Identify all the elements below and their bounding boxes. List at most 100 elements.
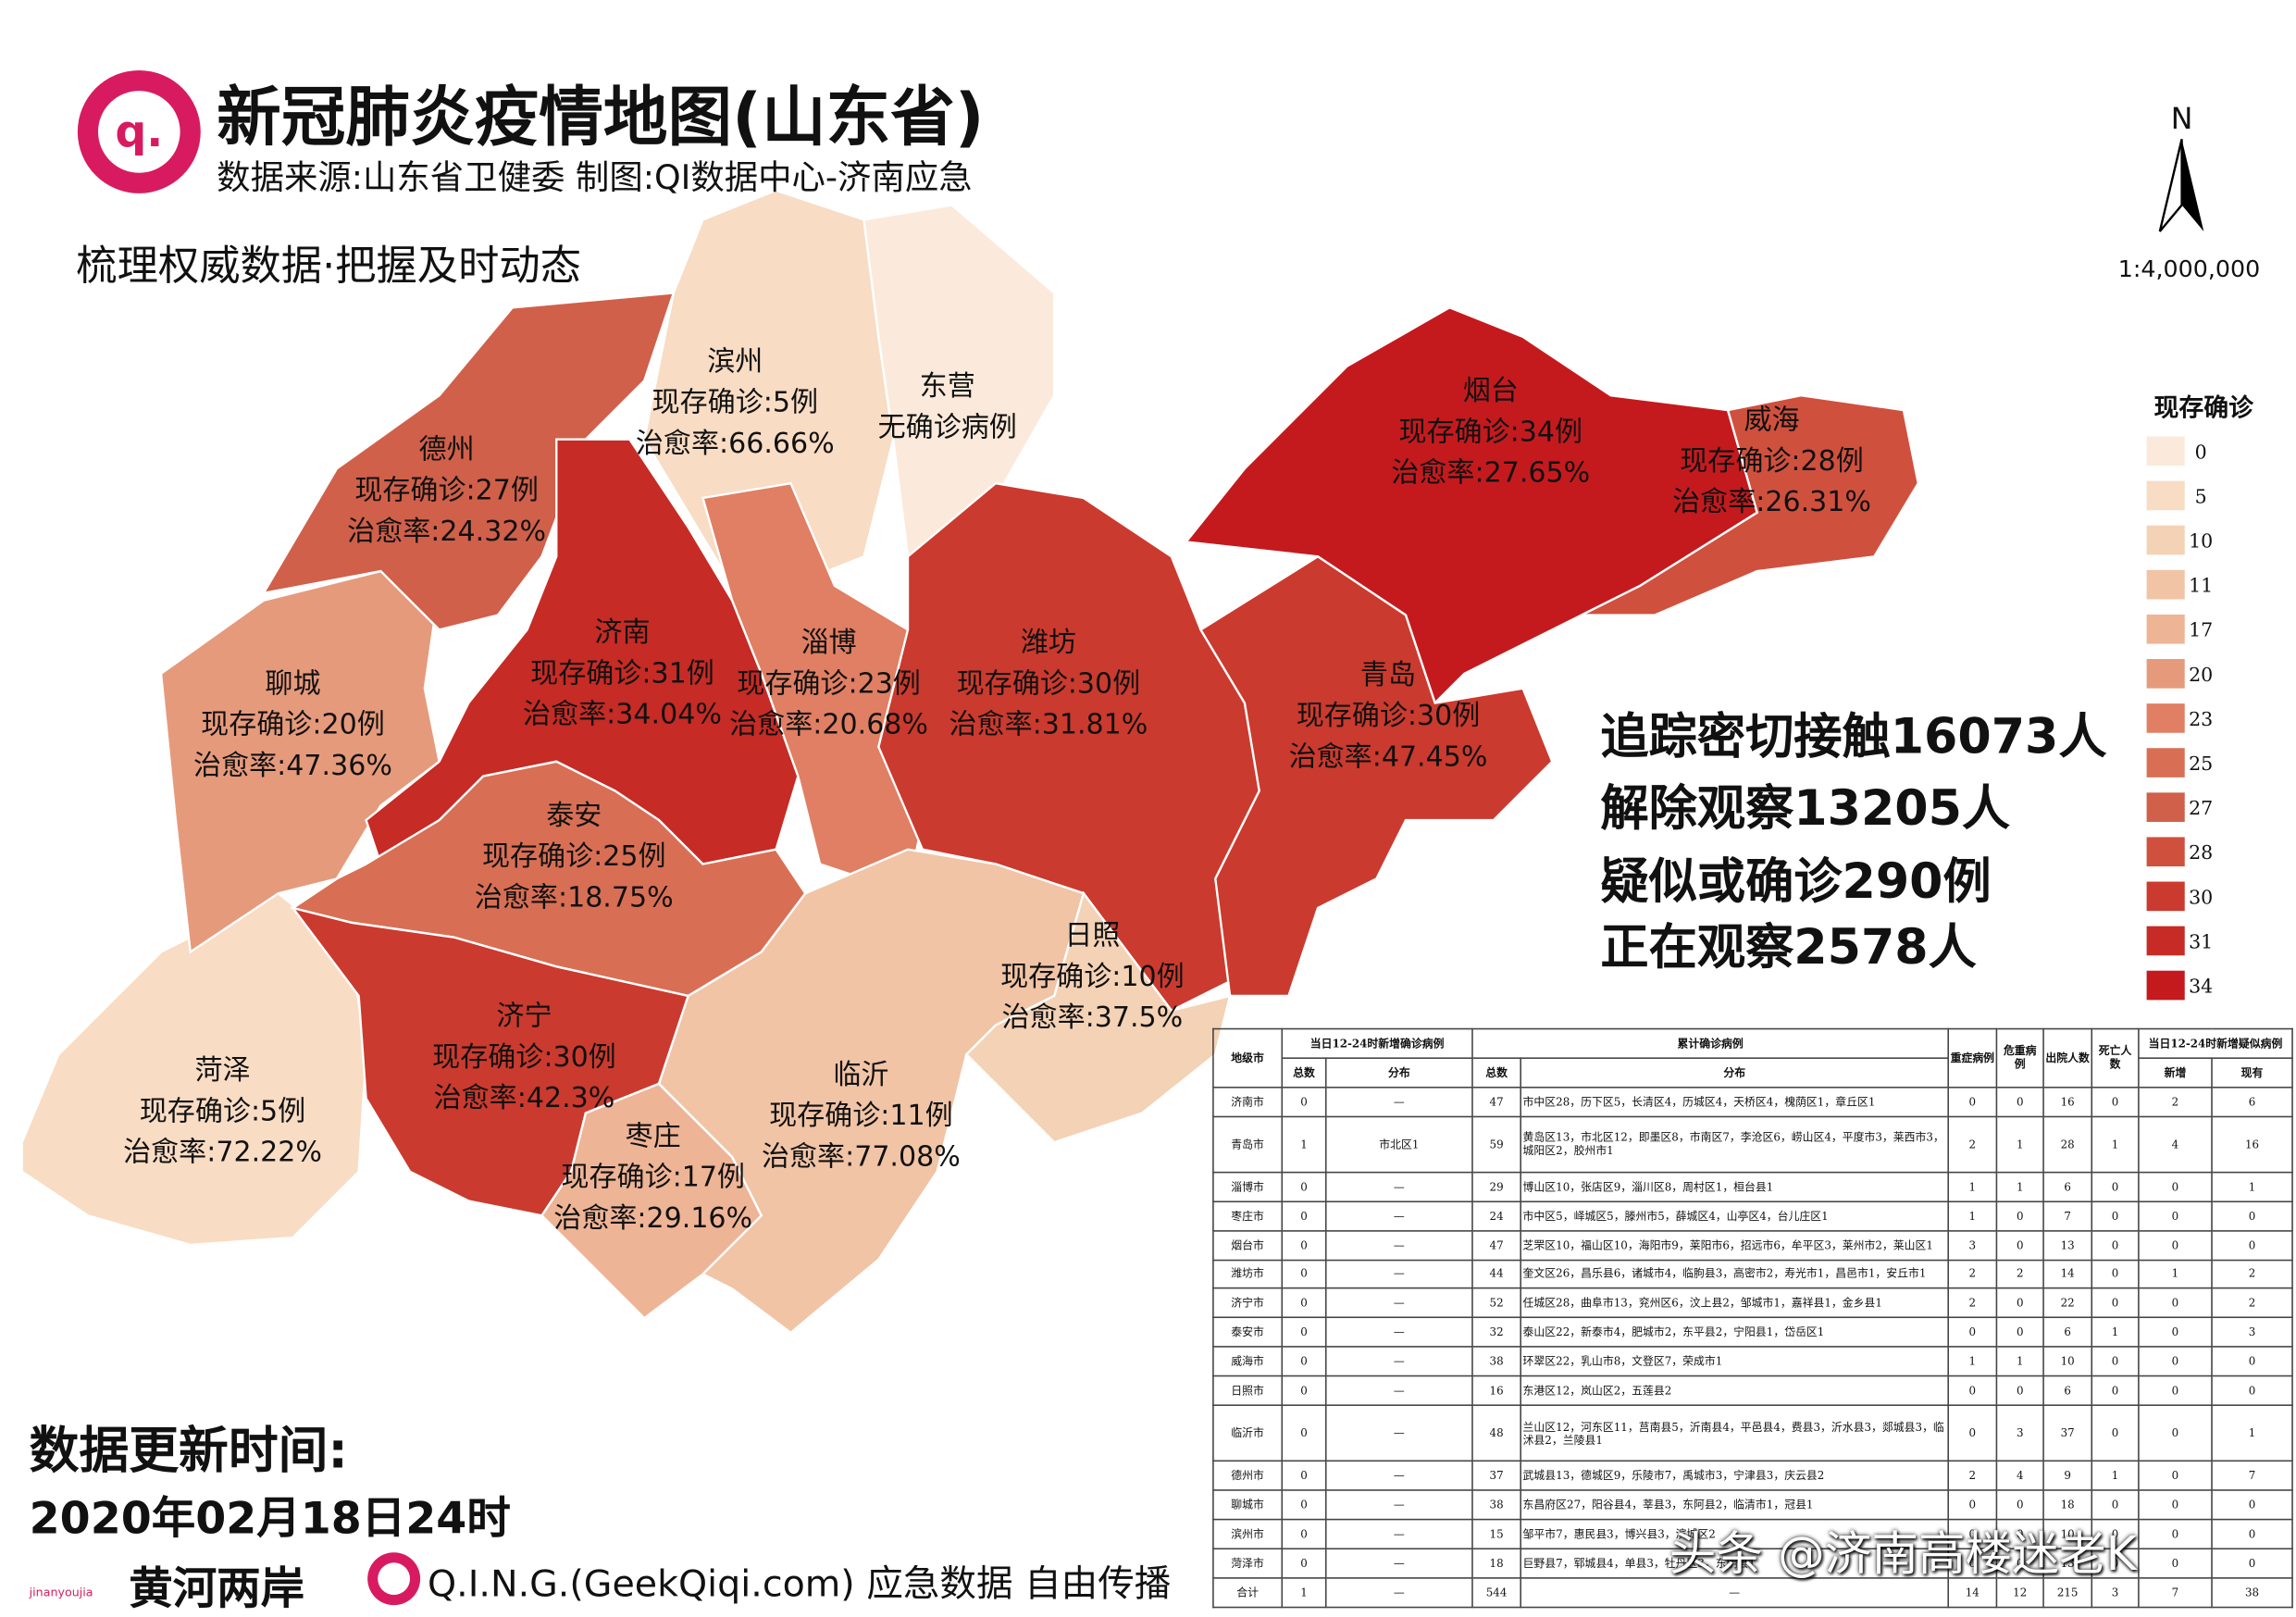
table-cell: 0	[2091, 1258, 2140, 1290]
table-cell: 2	[1947, 1287, 1998, 1319]
legend-swatch	[2146, 703, 2185, 733]
table-cell: 0	[1281, 1258, 1327, 1290]
table-cell: 37	[1471, 1460, 1521, 1491]
table-cell: 菏泽市	[1212, 1548, 1284, 1579]
region-cure-rate: 治愈率:47.36%	[193, 750, 392, 782]
table-cell: 59	[1471, 1115, 1521, 1173]
region-cure-rate: 治愈率:29.16%	[553, 1202, 752, 1235]
table-cell: 1	[1947, 1346, 1998, 1377]
region-name: 聊城	[265, 667, 320, 700]
table-cell: 0	[1281, 1548, 1327, 1579]
table-cell: 0	[2138, 1346, 2213, 1377]
table-cell: —	[1324, 1171, 1473, 1202]
table-cell: 2	[1947, 1460, 1998, 1491]
table-cell: 1	[1947, 1200, 1998, 1232]
table-cell: 0	[1995, 1287, 2044, 1319]
region-cure-rate: 治愈率:24.32%	[347, 516, 546, 548]
distribution-cell: 奎文区26，昌乐县6，诸城市4，临朐县3，高密市2，寿光市1，昌邑市1，安丘市1	[1520, 1258, 1950, 1290]
region-cure-rate: 治愈率:27.65%	[1391, 457, 1590, 490]
table-cell: 18	[2042, 1489, 2093, 1521]
table-cell: 0	[2091, 1086, 2140, 1117]
table-cell: —	[1324, 1229, 1473, 1261]
region-cases: 现存确诊:27例	[354, 475, 539, 507]
legend-swatch	[2146, 436, 2185, 466]
region-cases: 现存确诊:31例	[530, 657, 714, 690]
case-table: 地级市 当日12-24时新增确诊病例 累计确诊病例 重症病例 危重病例 出院人数 死亡人数当…	[1212, 1027, 2293, 1609]
region-name: 泰安	[546, 800, 602, 832]
table-cell: 0	[1281, 1375, 1327, 1407]
table-cell: 威海市	[1212, 1346, 1284, 1377]
source: 数据来源:山东省卫健委 制图:QI数据中心-济南应急	[217, 159, 973, 198]
regions	[20, 189, 1920, 1335]
table-cell: 2	[1995, 1258, 2044, 1290]
table-cell: 1	[1995, 1115, 2044, 1173]
table-cell: 0	[2138, 1200, 2213, 1232]
table-cell: 52	[1471, 1287, 1521, 1319]
table-cell: 9	[2042, 1460, 2093, 1491]
legend-label: 20	[2189, 664, 2213, 686]
region-cure-rate: 治愈率:18.75%	[475, 881, 674, 914]
region-name: 烟台	[1463, 375, 1519, 407]
table-cell: 0	[2091, 1171, 2140, 1202]
region-name: 潍坊	[1021, 627, 1076, 659]
table-cell: 29	[1471, 1171, 1521, 1202]
region-cure-rate: 治愈率:34.04%	[523, 699, 722, 731]
table-cell: 14	[2042, 1258, 2093, 1290]
table-row: 日照市 0—16 东港区12，岚山区2，五莲县2 0 0 6 0 0 0	[1212, 1375, 2293, 1407]
region-cases: 现存确诊:34例	[1398, 416, 1582, 448]
table-cell: 0	[1995, 1317, 2044, 1349]
table-cell: 10	[2042, 1346, 2093, 1377]
table-cell: —	[1520, 1576, 1950, 1609]
table-row: 泰安市 0—32 泰山区22，新泰市4，肥城市2，东平县2，宁阳县1，岱岳区1 0 0 6…	[1212, 1317, 2293, 1349]
column-header: 地级市	[1212, 1027, 1284, 1088]
table-cell: 7	[2138, 1576, 2213, 1609]
table-cell: 0	[2138, 1287, 2213, 1319]
table-cell: —	[1324, 1200, 1473, 1232]
table-cell: 1	[1281, 1115, 1327, 1173]
table-cell: 3	[2211, 1317, 2293, 1349]
table-cell: 38	[1471, 1346, 1521, 1377]
legend-label: 23	[2189, 708, 2213, 730]
table-cell: 0	[2211, 1200, 2293, 1232]
legend-label: 17	[2189, 619, 2213, 641]
table-cell: 1	[2091, 1460, 2140, 1491]
region	[1198, 554, 1554, 998]
table-cell: 14	[1947, 1576, 1998, 1609]
table-cell: 15	[1471, 1518, 1521, 1549]
north-arrow	[2158, 139, 2183, 232]
table-cell: 1	[1995, 1171, 2044, 1202]
table-cell: —	[1324, 1375, 1473, 1407]
table-cell: 0	[2211, 1548, 2293, 1579]
logo-text: q.	[115, 106, 163, 157]
table-row: 德州市 0—37 武城县13，德城区9，乐陵市7，禹城市3，宁津县3，庆云县2 2 4 9…	[1212, 1460, 2293, 1491]
table-cell: 24	[1471, 1200, 1521, 1232]
table-cell: 0	[1947, 1086, 1998, 1117]
table-cell: 1	[1281, 1576, 1327, 1609]
logo-small-inner	[378, 1562, 411, 1596]
credit: Q.I.N.G.(GeekQiqi.com) 应急数据 自由传播	[428, 1562, 1172, 1606]
region	[20, 891, 367, 1247]
table-cell: 济宁市	[1212, 1287, 1284, 1319]
table-row: 枣庄市 0—24 市中区5，峄城区5，滕州市5，薛城区4，山亭区4，台儿庄区1 1 0 7…	[1212, 1200, 2293, 1232]
table-cell: 1	[2211, 1404, 2293, 1462]
legend-swatch	[2146, 792, 2185, 822]
table-cell: 0	[2138, 1489, 2213, 1521]
region-cases: 现存确诊:30例	[957, 667, 1141, 700]
region	[159, 569, 441, 954]
region-name: 枣庄	[626, 1120, 681, 1152]
table-cell: 0	[2138, 1460, 2213, 1491]
table-cell: 合计	[1212, 1576, 1284, 1609]
table-cell: 44	[1471, 1258, 1521, 1290]
table-cell: 0	[2091, 1287, 2140, 1319]
region-name: 日照	[1064, 920, 1120, 952]
header-row: 总数 分布 总数 分布 新增 现有	[1213, 1057, 2293, 1088]
region-cure-rate: 治愈率:42.3%	[434, 1082, 615, 1114]
legend: 0 5 10 11 17 20 23 25 27 28 30 31 34	[2146, 436, 2213, 1001]
table-cell: —	[1324, 1287, 1473, 1319]
region-cases: 现存确诊:20例	[201, 709, 385, 741]
table-cell: 1	[2091, 1115, 2140, 1173]
table-cell: 日照市	[1212, 1375, 1284, 1407]
table-cell: 13	[2042, 1548, 2093, 1579]
scale-label: 1:4,000,000	[2118, 255, 2260, 282]
header-row: 地级市 当日12-24时新增确诊病例 累计确诊病例 重症病例 危重病例 出院人数 死亡人数当…	[1212, 1027, 2293, 1088]
